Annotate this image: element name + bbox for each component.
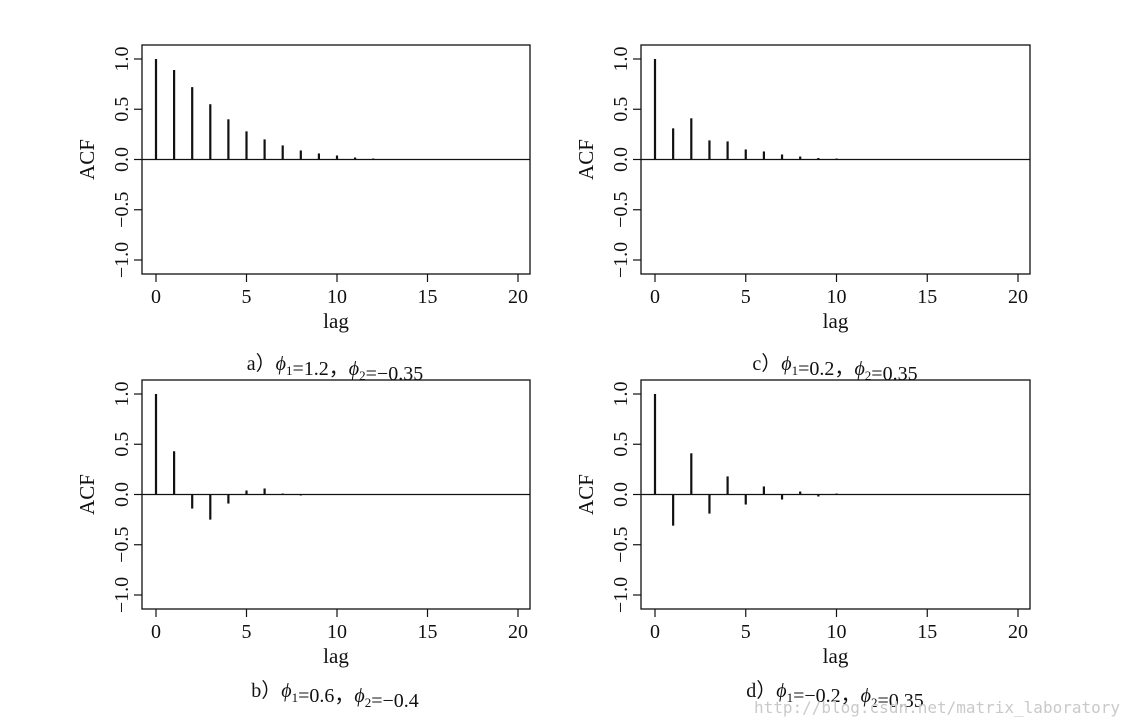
x-tick-label: 15: [917, 621, 937, 643]
y-tick-label: −1.0: [610, 242, 632, 278]
y-axis-label: ACF: [75, 139, 99, 180]
acf-panel-2: 0 5 10 15 20−1.0−0.50.00.51.0lagACFc）ϕ1=0.2，…: [574, 44, 1031, 385]
phi-subscript: 1: [292, 690, 299, 705]
phi-subscript: 1: [792, 363, 799, 378]
y-tick-label: −1.0: [111, 242, 133, 278]
phi-symbol: ϕ: [354, 685, 364, 707]
caption-text: =0.2，: [798, 358, 854, 380]
y-tick-label: −0.5: [111, 192, 133, 228]
y-tick-label: 0.5: [610, 97, 632, 122]
caption-text: =1.2，: [293, 358, 349, 380]
x-tick-label: 20: [508, 621, 528, 643]
y-tick-label: 0.0: [610, 482, 632, 507]
x-tick-label: 10: [327, 621, 347, 643]
caption-text: d）: [746, 679, 776, 702]
x-tick-label: 15: [917, 286, 937, 308]
y-tick-label: −0.5: [610, 527, 632, 563]
caption-text: =−0.2，: [793, 685, 861, 707]
y-tick-label: 1.0: [610, 382, 632, 407]
y-tick-label: 1.0: [111, 47, 133, 72]
y-tick-label: 1.0: [111, 382, 133, 407]
phi-subscript: 2: [365, 695, 372, 710]
y-tick-label: 1.0: [610, 47, 632, 72]
phi-subscript: 1: [787, 690, 794, 705]
x-tick-label: 5: [741, 286, 751, 308]
acf-panel-4: 0 5 10 15 20−1.0−0.50.00.51.0lagACFd）ϕ1=−0.2…: [574, 379, 1031, 712]
x-tick-label: 20: [1008, 286, 1028, 308]
phi-symbol: ϕ: [781, 353, 791, 375]
panel-caption: d）ϕ1=−0.2，ϕ2=0.35: [746, 679, 924, 712]
caption-text: =0.35: [871, 363, 917, 385]
caption-text: =−0.35: [366, 363, 424, 385]
y-tick-label: −1.0: [610, 577, 632, 613]
y-tick-label: 0.5: [111, 97, 133, 122]
x-tick-label: 5: [741, 621, 751, 643]
x-tick-label: 5: [242, 286, 252, 308]
x-tick-label: 20: [1008, 621, 1028, 643]
y-tick-label: 0.5: [610, 432, 632, 457]
y-axis-label: ACF: [574, 474, 598, 515]
y-tick-label: 0.5: [111, 432, 133, 457]
x-axis-label: lag: [823, 309, 849, 333]
acf-panel-1: 0 5 10 15 20−1.0−0.50.00.51.0lagACFa）ϕ1=1.2，…: [75, 44, 531, 385]
phi-subscript: 1: [286, 363, 293, 378]
caption-text: c）: [752, 352, 781, 375]
caption-text: b）: [251, 679, 281, 702]
phi-symbol: ϕ: [281, 680, 291, 702]
x-tick-label: 0: [151, 286, 161, 308]
phi-symbol: ϕ: [861, 685, 871, 707]
phi-subscript: 2: [359, 368, 366, 383]
phi-symbol: ϕ: [276, 353, 286, 375]
y-tick-label: −0.5: [111, 527, 133, 563]
x-tick-label: 10: [827, 621, 847, 643]
x-tick-label: 5: [242, 621, 252, 643]
panel-caption: b）ϕ1=0.6，ϕ2=−0.4: [251, 679, 419, 712]
x-axis-label: lag: [823, 644, 849, 668]
phi-subscript: 2: [865, 368, 872, 383]
x-tick-label: 10: [827, 286, 847, 308]
x-tick-label: 15: [418, 621, 438, 643]
y-tick-label: 0.0: [111, 147, 133, 172]
watermark: http://blog.csdn.net/matrix_laboratory: [754, 698, 1120, 717]
acf-panel-3: 0 5 10 15 20−1.0−0.50.00.51.0lagACFb）ϕ1=0.6，…: [75, 379, 531, 712]
y-axis-label: ACF: [75, 474, 99, 515]
x-tick-label: 0: [151, 621, 161, 643]
y-tick-label: 0.0: [111, 482, 133, 507]
caption-text: a）: [247, 352, 276, 375]
y-tick-label: −0.5: [610, 192, 632, 228]
x-tick-label: 20: [508, 286, 528, 308]
caption-text: =0.35: [878, 690, 924, 712]
y-tick-label: 0.0: [610, 147, 632, 172]
x-tick-label: 0: [650, 286, 660, 308]
x-axis-label: lag: [323, 644, 349, 668]
phi-symbol: ϕ: [854, 358, 864, 380]
x-tick-label: 15: [418, 286, 438, 308]
y-tick-label: −1.0: [111, 577, 133, 613]
x-tick-label: 10: [327, 286, 347, 308]
x-axis-label: lag: [323, 309, 349, 333]
x-tick-label: 0: [650, 621, 660, 643]
caption-text: =−0.4: [371, 690, 419, 712]
caption-text: =0.6，: [298, 685, 354, 707]
phi-symbol: ϕ: [349, 358, 359, 380]
phi-subscript: 2: [871, 695, 878, 710]
phi-symbol: ϕ: [776, 680, 786, 702]
y-axis-label: ACF: [574, 139, 598, 180]
